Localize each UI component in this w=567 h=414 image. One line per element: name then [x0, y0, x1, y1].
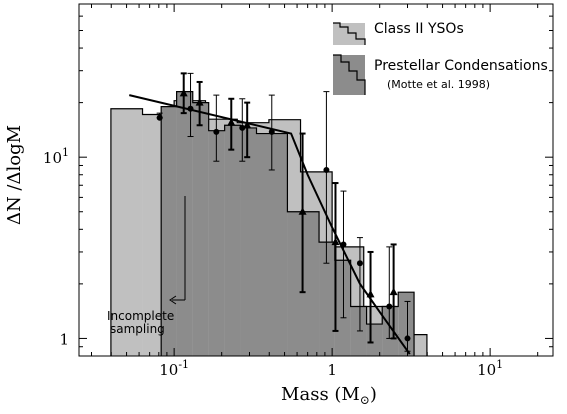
triangle-marker: [227, 118, 236, 126]
prestellar-histogram: [160, 91, 415, 357]
y-tick-label: 101: [43, 146, 69, 167]
triangle-marker: [389, 287, 398, 296]
prestellar-bar: [240, 127, 257, 356]
incomplete-sampling-note: Incomplete sampling: [107, 196, 186, 336]
legend-label-class-ii: Class II YSOs: [374, 21, 464, 37]
plot-border: [78, 3, 554, 357]
circle-marker: [268, 128, 275, 135]
circle-marker: [356, 260, 363, 267]
prestellar-bar: [319, 242, 335, 356]
note-line-2: sampling: [110, 322, 165, 336]
prestellar-bar: [208, 130, 225, 356]
prestellar-bar: [398, 292, 415, 356]
prestellar-bar: [256, 133, 272, 356]
prestellar-bar: [224, 125, 241, 356]
circle-marker: [187, 105, 194, 112]
circle-marker: [213, 128, 220, 135]
class-ii-bar: [110, 108, 143, 356]
y-tick-label: 1: [59, 330, 69, 348]
prestellar-bar: [334, 260, 351, 356]
note-line-1: Incomplete: [107, 309, 174, 323]
circle-marker: [386, 303, 393, 310]
prestellar-bar: [271, 133, 288, 356]
triangle-marker: [179, 88, 188, 97]
triangle-marker: [243, 120, 252, 129]
prestellar-bar: [161, 106, 177, 356]
legend-step-prestellar: [333, 54, 366, 95]
class-ii-outline: [110, 100, 428, 356]
legend-swatch-prestellar: [333, 55, 365, 95]
circle-marker: [404, 335, 411, 342]
axis-ticks: 10-1 1 101 1 101: [43, 3, 553, 379]
legend-swatch-class-ii: [333, 23, 365, 45]
x-tick-label: 101: [477, 358, 503, 379]
circle-marker: [340, 241, 347, 248]
legend-step-class-ii: [333, 22, 366, 45]
triangle-marker: [331, 237, 340, 246]
prestellar-bar: [366, 324, 383, 356]
fit-curve: [129, 94, 411, 355]
plot-frame: [78, 3, 554, 357]
triangle-marker: [366, 289, 375, 298]
prestellar-bar: [192, 102, 209, 357]
legend-sub-reference: (Motte et al. 1998): [387, 78, 490, 91]
circle-marker: [156, 114, 163, 121]
x-axis-title: Mass (M⊙): [281, 384, 377, 407]
circle-marker: [239, 124, 246, 131]
triangle-marker: [298, 207, 307, 215]
legend-label-prestellar: Prestellar Condensations: [374, 58, 548, 74]
circle-marker: [323, 166, 330, 173]
triangle-marker: [195, 98, 204, 106]
x-tick-label: 10-1: [159, 358, 189, 379]
fit-line: [129, 94, 411, 355]
legend: Class II YSOs Prestellar Condensations (…: [333, 21, 548, 95]
error-points: [156, 72, 411, 352]
y-axis-title: ΔN /ΔlogM: [4, 125, 25, 225]
prestellar-bar: [382, 306, 399, 356]
x-tick-label: 1: [327, 361, 337, 379]
